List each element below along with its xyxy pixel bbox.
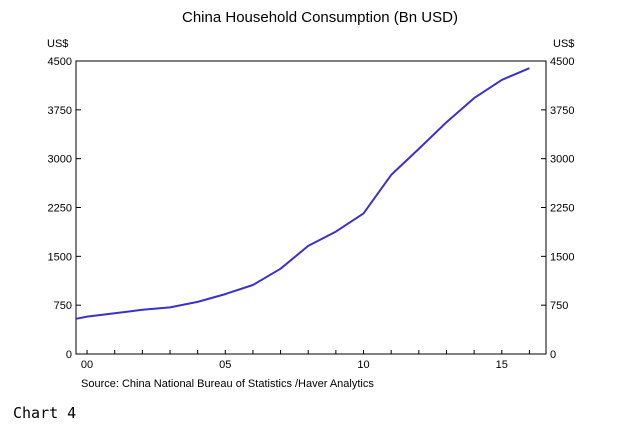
chart-title: China Household Consumption (Bn USD)	[182, 9, 458, 26]
y-tick-label-right: 0	[550, 349, 556, 361]
x-tick-label: 00	[81, 359, 93, 371]
x-tick-label: 05	[219, 359, 231, 371]
chart-source: Source: China National Bureau of Statist…	[81, 378, 374, 390]
y-tick-label-left: 3000	[48, 154, 72, 166]
y-tick-label-right: 750	[550, 300, 568, 312]
series-line	[75, 67, 530, 320]
y-ticks-right: 0 750 1500 2250 3000 3750 4500	[541, 56, 574, 361]
y-axis-label-left: US$	[47, 38, 68, 50]
y-tick-label-left: 4500	[48, 56, 72, 68]
x-tick-label: 15	[496, 359, 508, 371]
series-group	[75, 67, 530, 320]
y-tick-label-right: 3750	[550, 105, 574, 117]
y-axis-label-right: US$	[553, 38, 574, 50]
y-ticks-left: 0 750 1500 2250 3000 3750 4500	[48, 56, 81, 361]
y-tick-label-left: 750	[54, 300, 72, 312]
y-tick-label-right: 3000	[550, 154, 574, 166]
y-tick-label-right: 1500	[550, 251, 574, 263]
y-tick-label-left: 3750	[48, 105, 72, 117]
y-tick-label-left: 0	[66, 349, 72, 361]
y-tick-label-left: 2250	[48, 203, 72, 215]
x-tick-label: 10	[357, 359, 369, 371]
y-tick-label-left: 1500	[48, 251, 72, 263]
y-tick-label-right: 2250	[550, 203, 574, 215]
y-tick-label-right: 4500	[550, 56, 574, 68]
x-ticks: 00 05 10 15	[81, 350, 530, 371]
chart-caption: Chart 4	[13, 404, 77, 422]
